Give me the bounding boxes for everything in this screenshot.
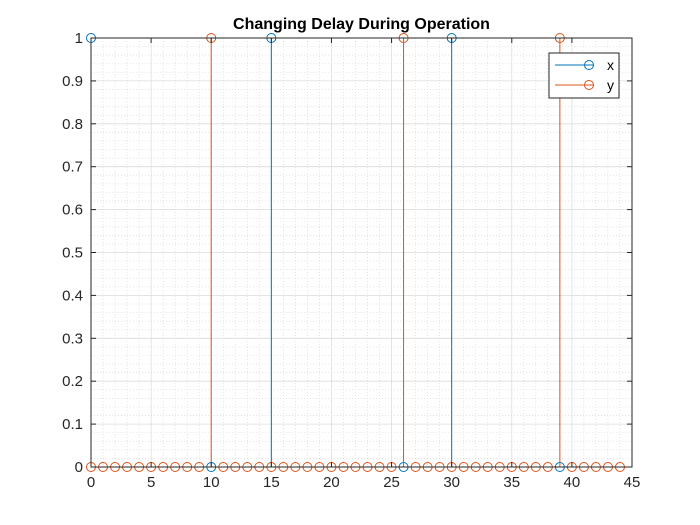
x-tick-label: 35 [503, 474, 520, 491]
y-tick-label: 0.3 [62, 330, 83, 347]
x-tick-labels: 0 5 10 15 20 25 30 35 40 45 [87, 474, 641, 491]
major-grid [90, 37, 633, 468]
x-tick-label: 5 [147, 474, 155, 491]
y-tick-label: 0.1 [62, 416, 83, 433]
minor-grid [91, 38, 632, 467]
x-tick-label: 20 [323, 474, 340, 491]
y-tick-label: 0.8 [62, 116, 83, 133]
x-tick-label: 40 [564, 474, 581, 491]
y-tick-label: 0.6 [62, 202, 83, 219]
x-tick-label: 10 [203, 474, 220, 491]
y-tick-label: 1 [75, 30, 83, 47]
x-tick-label: 45 [624, 474, 641, 491]
y-tick-label: 0.5 [62, 245, 83, 262]
y-tick-label: 0.7 [62, 159, 83, 176]
y-tick-labels: 0 0.1 0.2 0.3 0.4 0.5 0.6 0.7 0.8 0.9 1 [62, 30, 83, 476]
x-tick-label: 30 [443, 474, 460, 491]
legend-swatch-marker [584, 80, 594, 90]
legend-swatch-marker [584, 60, 594, 70]
y-tick-label: 0.9 [62, 73, 83, 90]
x-tick-label: 15 [263, 474, 280, 491]
tick-marks [90, 37, 633, 468]
y-tick-label: 0.2 [62, 373, 83, 390]
y-tick-label: 0 [75, 459, 83, 476]
chart-title: Changing Delay During Operation [233, 16, 490, 33]
legend: xy [548, 52, 620, 99]
x-tick-label: 0 [87, 474, 95, 491]
legend-box [548, 52, 620, 99]
y-tick-label: 0.4 [62, 287, 83, 304]
legend-label: x [607, 57, 614, 73]
x-tick-label: 25 [383, 474, 400, 491]
legend-label: y [607, 77, 614, 93]
